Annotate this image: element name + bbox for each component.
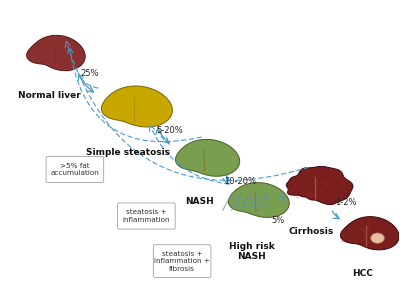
Text: steatosis +
inflammation +
fibrosis: steatosis + inflammation + fibrosis: [154, 251, 210, 271]
Polygon shape: [286, 166, 353, 205]
Polygon shape: [228, 183, 289, 218]
Text: >5% fat
accumulation: >5% fat accumulation: [50, 163, 99, 176]
FancyBboxPatch shape: [46, 156, 104, 183]
Text: 5-20%: 5-20%: [156, 126, 183, 135]
Text: steatosis +
inflammation: steatosis + inflammation: [123, 209, 170, 223]
Polygon shape: [340, 217, 399, 250]
Polygon shape: [176, 139, 240, 176]
Polygon shape: [27, 35, 85, 71]
Text: 5%: 5%: [272, 216, 285, 225]
FancyBboxPatch shape: [118, 203, 175, 229]
Text: Simple steatosis: Simple steatosis: [86, 148, 170, 158]
Text: Cirrhosis: Cirrhosis: [288, 227, 334, 235]
Text: 1-2%: 1-2%: [335, 198, 356, 207]
Text: HCC: HCC: [352, 268, 373, 278]
FancyBboxPatch shape: [153, 245, 211, 278]
Circle shape: [371, 233, 384, 243]
Text: 10-20%: 10-20%: [224, 177, 256, 186]
Polygon shape: [102, 86, 172, 127]
Text: NASH: NASH: [186, 197, 214, 205]
Text: 25%: 25%: [81, 69, 99, 78]
Text: High risk
NASH: High risk NASH: [229, 241, 274, 261]
Text: Normal liver: Normal liver: [18, 92, 80, 101]
